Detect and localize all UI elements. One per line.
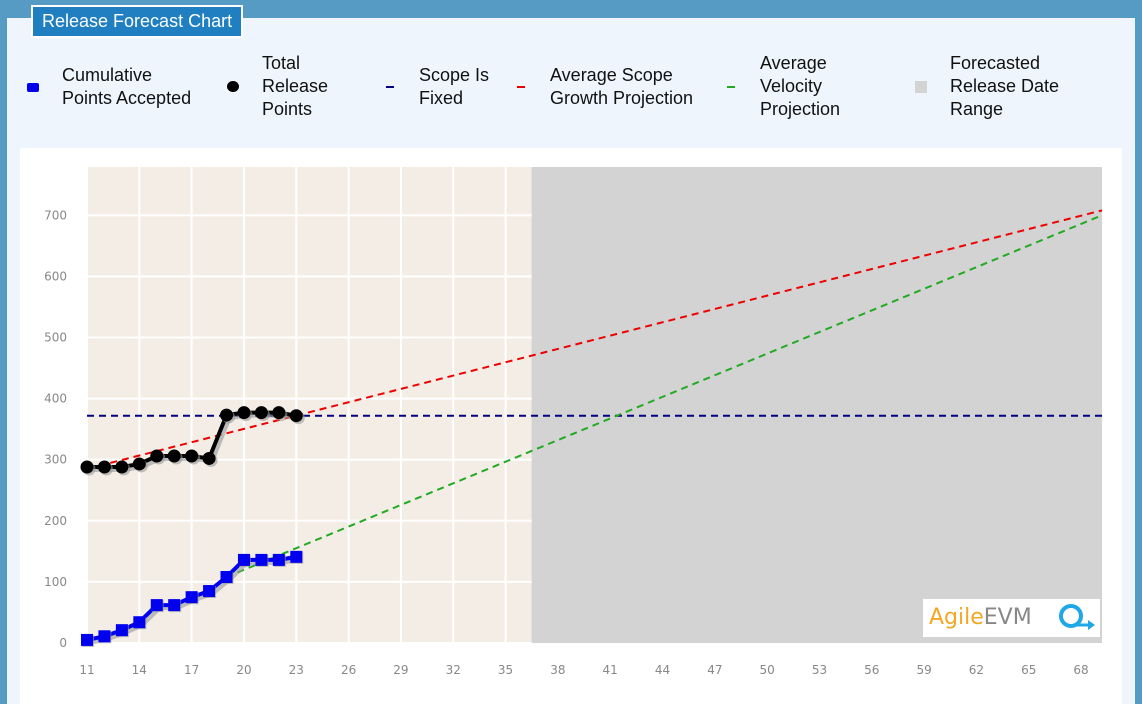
x-tick-label: 56 — [864, 663, 879, 677]
legend-label: Release — [262, 76, 329, 96]
data-point-circle — [115, 460, 129, 474]
data-point-circle — [132, 457, 146, 471]
data-point-square — [203, 585, 216, 598]
gray-square-icon — [915, 80, 927, 93]
data-point-circle — [202, 451, 216, 465]
data-point-square — [220, 571, 233, 584]
green-dash-icon — [727, 85, 735, 88]
data-point-square — [81, 633, 93, 646]
chart-title: Release Forecast Chart — [31, 5, 244, 38]
series-average-scope-growth-projection — [86, 209, 1103, 470]
legend-label: Scope Is — [419, 65, 490, 85]
legend-label: Average — [760, 53, 827, 73]
x-tick-label: 65 — [1021, 663, 1036, 677]
forecast-range-band-overlay — [531, 167, 1102, 643]
data-point-circle — [167, 449, 181, 463]
black-circle-marker-icon — [227, 81, 239, 92]
legend-label: Points Accepted — [62, 88, 192, 108]
x-tick-label: 44 — [655, 663, 670, 677]
x-tick-label: 50 — [760, 663, 775, 677]
y-tick-label: 700 — [44, 208, 67, 222]
blue-square-marker-icon — [27, 82, 39, 92]
legend-item-total[interactable]: Total Release Points — [226, 52, 328, 121]
data-point-circle — [185, 449, 199, 463]
legend-label: Growth Projection — [550, 88, 694, 108]
data-point-square — [185, 591, 198, 604]
y-tick-label: 400 — [44, 392, 67, 406]
x-tick-label: 47 — [707, 663, 722, 677]
x-tick-label: 59 — [916, 663, 931, 677]
x-tick-label: 23 — [289, 663, 304, 677]
data-point-circle — [150, 449, 164, 463]
red-dash-icon — [517, 86, 525, 88]
legend-item-velocity[interactable]: Average Velocity Projection — [724, 52, 840, 121]
data-point-square — [237, 553, 250, 566]
legend-label: Cumulative — [62, 65, 153, 85]
x-tick-label: 53 — [812, 663, 827, 677]
legend-item-forecast-range[interactable]: Forecasted Release Date Range — [914, 52, 1059, 121]
legend-label: Total — [262, 53, 301, 73]
legend-label: Velocity — [760, 76, 823, 96]
x-tick-label: 11 — [79, 663, 94, 677]
legend-label: Fixed — [419, 88, 464, 108]
y-tick-label: 0 — [59, 636, 67, 650]
legend-label: Projection — [760, 99, 841, 119]
x-tick-label: 29 — [393, 663, 408, 677]
y-tick-label: 100 — [44, 575, 67, 589]
legend-label: Release Date — [950, 76, 1060, 96]
chart-svg: 11 14 17 20 23 26 29 32 35 38 41 44 47 50 53 56 59 62 65 68… — [44, 167, 1103, 677]
data-point-square — [133, 616, 146, 629]
chart-area: 11 14 17 20 23 26 29 32 35 38 41 44 47 50 53 56 59 62 65 68… — [20, 148, 1122, 704]
logo-loop-icon — [1059, 604, 1095, 630]
series-total-release-points — [80, 406, 305, 476]
navy-dash-icon — [386, 86, 394, 88]
x-tick-label: 14 — [132, 663, 147, 677]
legend-label: Points — [262, 99, 313, 119]
logo-agile: Agile — [929, 605, 984, 630]
data-point-circle — [289, 409, 303, 423]
data-point-circle — [272, 406, 286, 420]
x-tick-label: 68 — [1073, 663, 1088, 677]
data-point-circle — [97, 460, 111, 474]
y-tick-label: 500 — [44, 330, 67, 344]
data-point-circle — [237, 406, 251, 420]
x-tick-label: 20 — [236, 663, 251, 677]
legend-label: Average Scope — [550, 65, 673, 85]
series-average-velocity-projection — [226, 214, 1103, 578]
legend: Cumulative Points Accepted Total Release Po… — [0, 52, 1142, 132]
y-tick-label: 600 — [44, 269, 67, 283]
legend-item-cumulative[interactable]: Cumulative Points Accepted — [26, 64, 191, 110]
data-point-square — [272, 553, 285, 566]
legend-label: Range — [950, 99, 1004, 119]
legend-item-scope-growth[interactable]: Average Scope Growth Projection — [514, 64, 693, 110]
data-point-circle — [220, 408, 234, 422]
x-tick-label: 41 — [603, 663, 618, 677]
series-cumulative-points-accepted — [81, 550, 304, 647]
data-point-circle — [254, 406, 268, 420]
agileevm-logo: AgileEVM — [923, 599, 1100, 637]
x-tick-label: 62 — [969, 663, 984, 677]
y-tick-label: 300 — [44, 453, 67, 467]
x-tick-label: 26 — [341, 663, 356, 677]
x-tick-label: 35 — [498, 663, 513, 677]
legend-item-scope-fixed[interactable]: Scope Is Fixed — [383, 64, 489, 110]
data-point-square — [115, 624, 128, 637]
data-point-square — [150, 599, 163, 612]
data-point-square — [98, 630, 111, 643]
data-point-square — [290, 550, 303, 563]
data-point-square — [255, 553, 268, 566]
y-tick-label: 200 — [44, 514, 67, 528]
data-point-square — [168, 599, 181, 612]
x-tick-label: 38 — [550, 663, 565, 677]
legend-label: Forecasted — [950, 53, 1041, 73]
data-point-circle — [80, 460, 94, 474]
x-tick-label: 17 — [184, 663, 199, 677]
logo-evm: EVM — [983, 605, 1032, 630]
x-tick-label: 32 — [446, 663, 461, 677]
